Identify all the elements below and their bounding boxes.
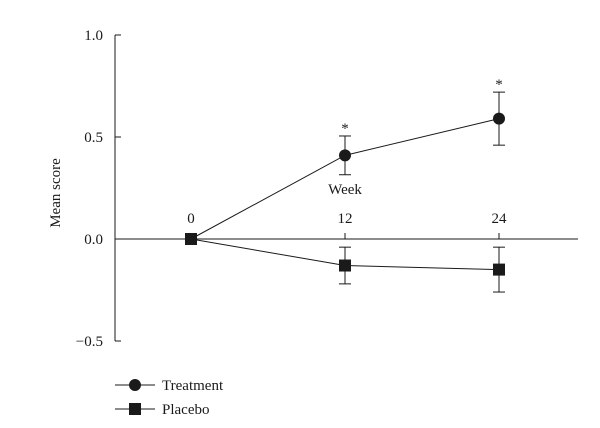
y-ticks: 1.0 0.5 0.0 −0.5 [76, 28, 121, 350]
data-point [493, 112, 505, 125]
y-tick-label: 1.0 [84, 28, 103, 44]
data-point [493, 263, 505, 276]
data-point [185, 233, 197, 245]
series-treatment: ** [185, 77, 505, 245]
series-placebo [185, 233, 505, 293]
x-tick-label: 24 [492, 211, 508, 227]
legend-item-placebo: Placebo [115, 402, 209, 418]
significance-marker: * [495, 77, 503, 93]
legend-label: Treatment [162, 378, 224, 394]
legend: Treatment Placebo [115, 378, 224, 418]
legend-marker [129, 403, 141, 415]
x-tick-label: 12 [338, 211, 353, 227]
x-tick-label: 0 [187, 211, 195, 227]
y-tick-label: −0.5 [76, 334, 103, 350]
y-tick-label: 0.0 [84, 232, 103, 248]
legend-label: Placebo [162, 402, 209, 418]
y-axis-label: Mean score [48, 158, 64, 228]
legend-marker [129, 379, 141, 391]
data-point [339, 259, 351, 272]
significance-marker: * [341, 121, 349, 137]
data-point [339, 149, 351, 162]
x-ticks: 0 12 24 [187, 211, 507, 239]
legend-item-treatment: Treatment [115, 378, 224, 394]
x-axis-label: Week [328, 182, 362, 198]
y-tick-label: 0.5 [84, 130, 103, 146]
series-layer: ** [185, 77, 505, 293]
